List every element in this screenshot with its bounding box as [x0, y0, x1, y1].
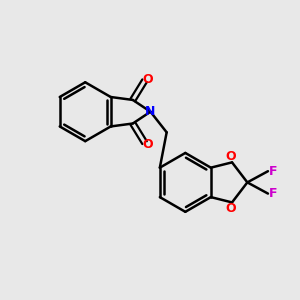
Text: N: N — [145, 105, 156, 118]
Text: F: F — [269, 165, 278, 178]
Text: O: O — [225, 202, 236, 215]
Text: F: F — [269, 187, 278, 200]
Text: O: O — [225, 150, 236, 163]
Text: O: O — [143, 73, 153, 86]
Text: O: O — [143, 138, 153, 151]
